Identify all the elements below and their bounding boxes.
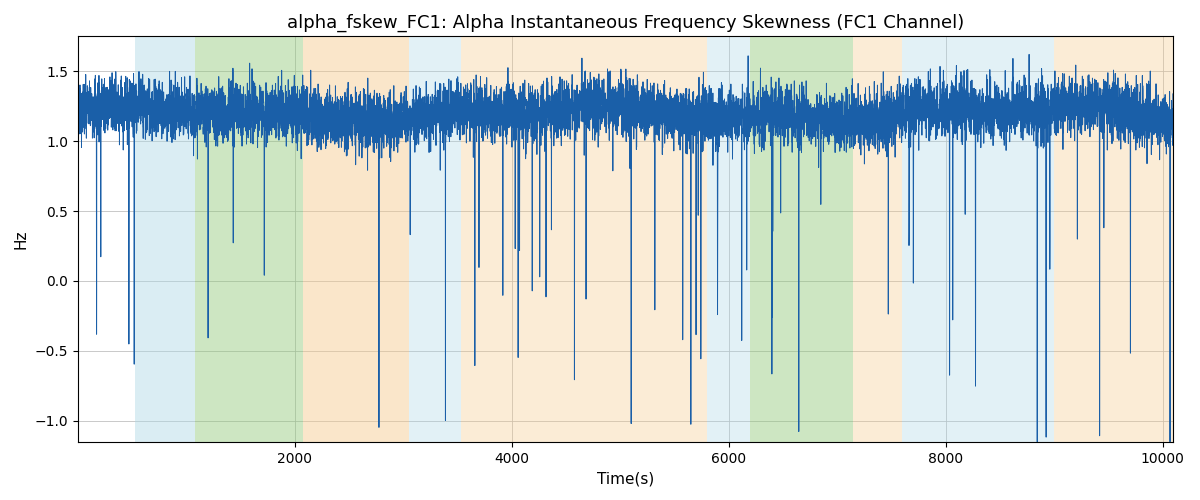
X-axis label: Time(s): Time(s) [596, 471, 654, 486]
Bar [136, 36, 194, 442]
Y-axis label: Hz: Hz [14, 230, 29, 249]
Bar [409, 36, 461, 442]
Title: alpha_fskew_FC1: Alpha Instantaneous Frequency Skewness (FC1 Channel): alpha_fskew_FC1: Alpha Instantaneous Fre… [287, 14, 965, 32]
Bar [853, 36, 902, 442]
Bar [750, 36, 853, 442]
Bar [1054, 36, 1174, 442]
Bar [707, 36, 750, 442]
Bar [194, 36, 304, 442]
Bar [461, 36, 707, 442]
Bar [902, 36, 1054, 442]
Bar [304, 36, 409, 442]
